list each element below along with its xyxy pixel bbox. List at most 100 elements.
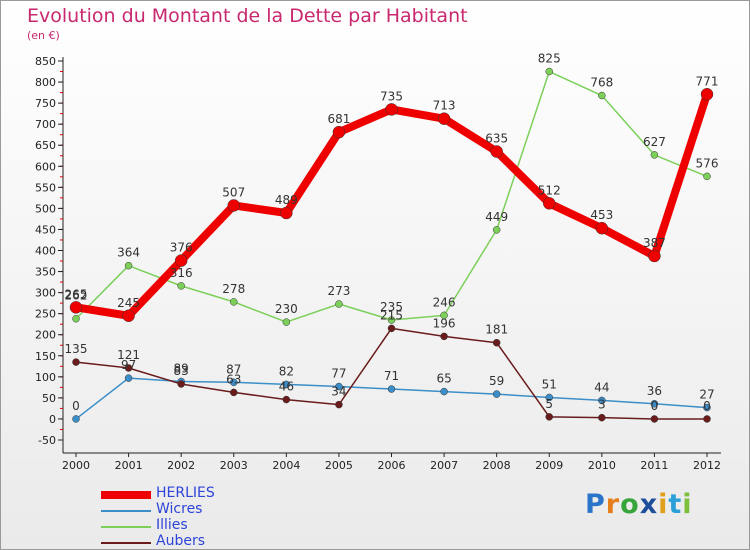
- data-point-wicres: [282, 380, 291, 389]
- data-label: 82: [279, 364, 294, 378]
- data-label: 44: [594, 380, 609, 394]
- data-label: 627: [643, 135, 666, 149]
- legend-item-herlies: HERLIES: [101, 485, 281, 503]
- data-label: 3: [598, 398, 606, 412]
- data-label: 262: [65, 289, 88, 303]
- data-point-herlies: [69, 301, 83, 314]
- data-label: 735: [380, 89, 403, 103]
- chart-legend: HERLIES Wicres Illies Aubers: [101, 485, 281, 549]
- data-label: 449: [485, 210, 508, 224]
- data-point-herlies: [385, 103, 398, 116]
- x-tick-label: 2008: [483, 459, 511, 472]
- data-point-herlies: [700, 88, 714, 101]
- data-label: 489: [275, 193, 298, 207]
- legend-item-wicres: Wicres: [101, 501, 281, 519]
- data-point-wicres: [650, 400, 659, 408]
- legend-item-illies: Illies: [101, 517, 281, 535]
- data-point-illies: [440, 311, 448, 320]
- data-label: 387: [643, 236, 666, 250]
- data-point-illies: [545, 67, 553, 76]
- data-point-wicres: [230, 378, 238, 387]
- data-point-wicres: [598, 396, 606, 405]
- data-label: 0: [703, 399, 711, 413]
- data-point-herlies: [174, 254, 188, 267]
- data-label: 316: [170, 266, 193, 280]
- legend-item-aubers: Aubers: [101, 533, 281, 549]
- data-point-wicres: [387, 385, 396, 393]
- data-point-aubers: [72, 358, 80, 366]
- y-tick-label: 450: [35, 223, 56, 236]
- y-tick-label: 600: [35, 160, 56, 173]
- legend-swatch-wicres: [101, 510, 151, 512]
- legend-label-wicres: Wicres: [156, 501, 203, 517]
- data-label: 63: [226, 372, 241, 386]
- data-label: 376: [170, 241, 193, 255]
- y-tick-label: 800: [35, 76, 56, 89]
- data-point-herlies: [648, 249, 661, 263]
- data-label: 245: [117, 296, 140, 310]
- data-point-illies: [703, 172, 711, 181]
- data-label: 27: [699, 388, 714, 402]
- data-point-aubers: [650, 415, 659, 423]
- x-tick-label: 2011: [640, 459, 668, 472]
- y-tick-label: 300: [35, 287, 56, 300]
- legend-label-illies: Illies: [156, 517, 188, 533]
- data-label: 215: [380, 308, 403, 322]
- legend-label-herlies: HERLIES: [156, 485, 215, 501]
- y-tick-label: 550: [35, 181, 56, 194]
- data-label: 46: [279, 380, 294, 394]
- x-tick-label: 2002: [167, 459, 195, 472]
- data-label: 59: [489, 374, 504, 388]
- series-line-wicres: [75, 377, 708, 420]
- legend-swatch-aubers: [101, 542, 151, 544]
- y-tick-label: 350: [35, 266, 56, 279]
- data-point-herlies: [227, 199, 240, 212]
- x-tick-label: 2010: [588, 459, 616, 472]
- y-tick-label: 850: [35, 55, 56, 68]
- data-point-aubers: [124, 364, 133, 372]
- data-label: 71: [384, 369, 399, 383]
- data-point-illies: [650, 151, 659, 159]
- data-point-wicres: [124, 374, 133, 382]
- y-tick-label: 400: [35, 245, 56, 258]
- y-tick-label: 500: [35, 202, 56, 215]
- data-point-illies: [282, 318, 291, 326]
- data-point-aubers: [703, 415, 711, 423]
- legend-swatch-herlies: [101, 491, 151, 499]
- data-point-illies: [124, 261, 133, 270]
- data-point-wicres: [545, 393, 553, 402]
- y-tick-label: 650: [35, 139, 56, 152]
- data-label: 230: [275, 302, 298, 316]
- data-point-aubers: [440, 332, 448, 341]
- data-point-aubers: [545, 413, 553, 421]
- data-point-aubers: [598, 413, 606, 422]
- data-label: 83: [174, 364, 189, 378]
- data-label: 278: [222, 282, 245, 296]
- y-tick-label: 250: [35, 308, 56, 321]
- y-tick-label: 150: [35, 350, 56, 363]
- x-tick-label: 2003: [220, 459, 248, 472]
- data-label: 0: [72, 399, 80, 413]
- data-point-aubers: [387, 324, 396, 333]
- x-tick-label: 2005: [325, 459, 353, 472]
- data-label: 265: [65, 287, 88, 301]
- data-label: 135: [65, 342, 88, 356]
- data-label: 97: [121, 358, 136, 372]
- data-point-aubers: [335, 400, 343, 409]
- data-label: 51: [542, 377, 557, 391]
- data-label: 635: [485, 132, 508, 146]
- y-tick-label: 750: [35, 97, 56, 110]
- data-point-illies: [492, 226, 501, 234]
- data-label: 576: [696, 156, 719, 170]
- y-tick-label: -50: [38, 434, 56, 447]
- data-point-herlies: [280, 206, 293, 220]
- y-tick-label: 100: [35, 371, 56, 384]
- data-label: 121: [117, 348, 140, 362]
- x-tick-label: 2006: [378, 459, 406, 472]
- data-point-wicres: [440, 387, 448, 396]
- data-label: 196: [433, 316, 456, 330]
- y-tick-label: 50: [42, 392, 56, 405]
- data-point-aubers: [492, 338, 501, 347]
